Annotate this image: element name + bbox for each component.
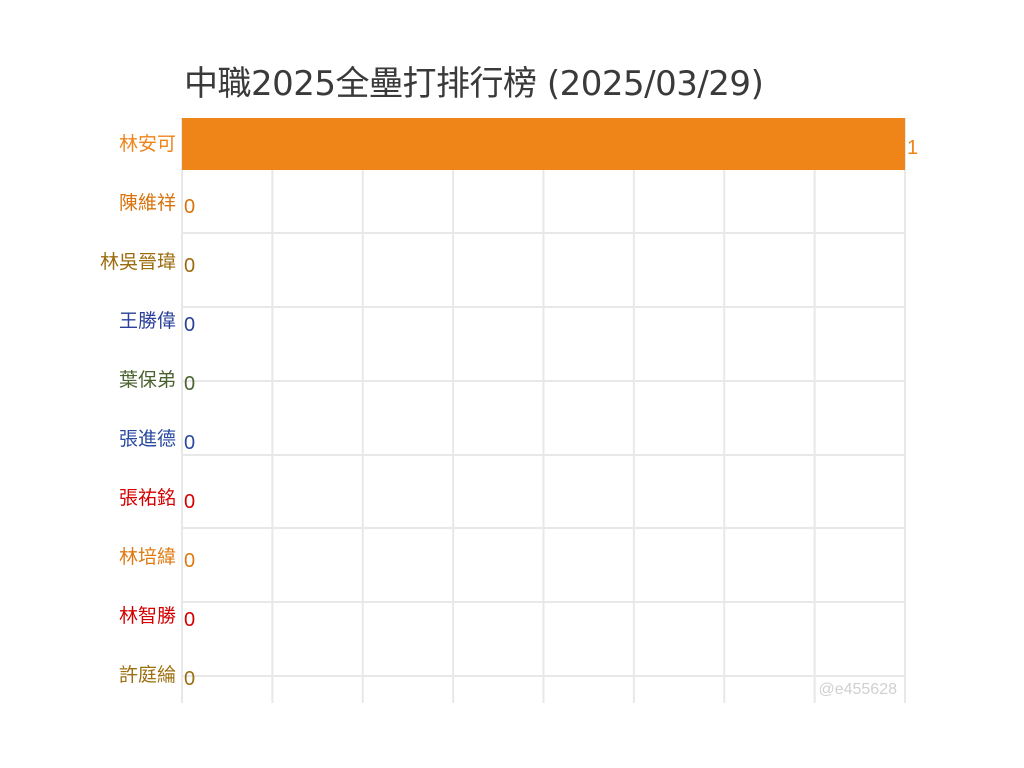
bar-label: 張進德 [119,428,176,450]
value-label: 0 [184,255,195,277]
bar-label: 林安可 [119,133,176,155]
bar [182,118,905,170]
bar-label: 陳維祥 [119,192,176,214]
bar-label: 林吳晉瑋 [100,251,176,273]
value-label: 0 [184,491,195,513]
value-label: 0 [184,373,195,395]
bar-label: 張祐銘 [119,487,176,509]
bar-label: 王勝偉 [119,310,176,332]
value-label: 1 [907,137,918,159]
value-label: 0 [184,314,195,336]
bar-label: 林培緯 [119,546,176,568]
chart-title: 中職2025全壘打排行榜 (2025/03/29) [184,64,764,104]
value-label: 0 [184,432,195,454]
value-label: 0 [184,609,195,631]
value-label: 0 [184,196,195,218]
bar-label: 葉保弟 [119,369,176,391]
value-label: 0 [184,668,195,690]
watermark: @e455628 [818,681,897,698]
bar-label: 林智勝 [119,605,176,627]
value-label: 0 [184,550,195,572]
bar-label: 許庭綸 [119,664,176,686]
